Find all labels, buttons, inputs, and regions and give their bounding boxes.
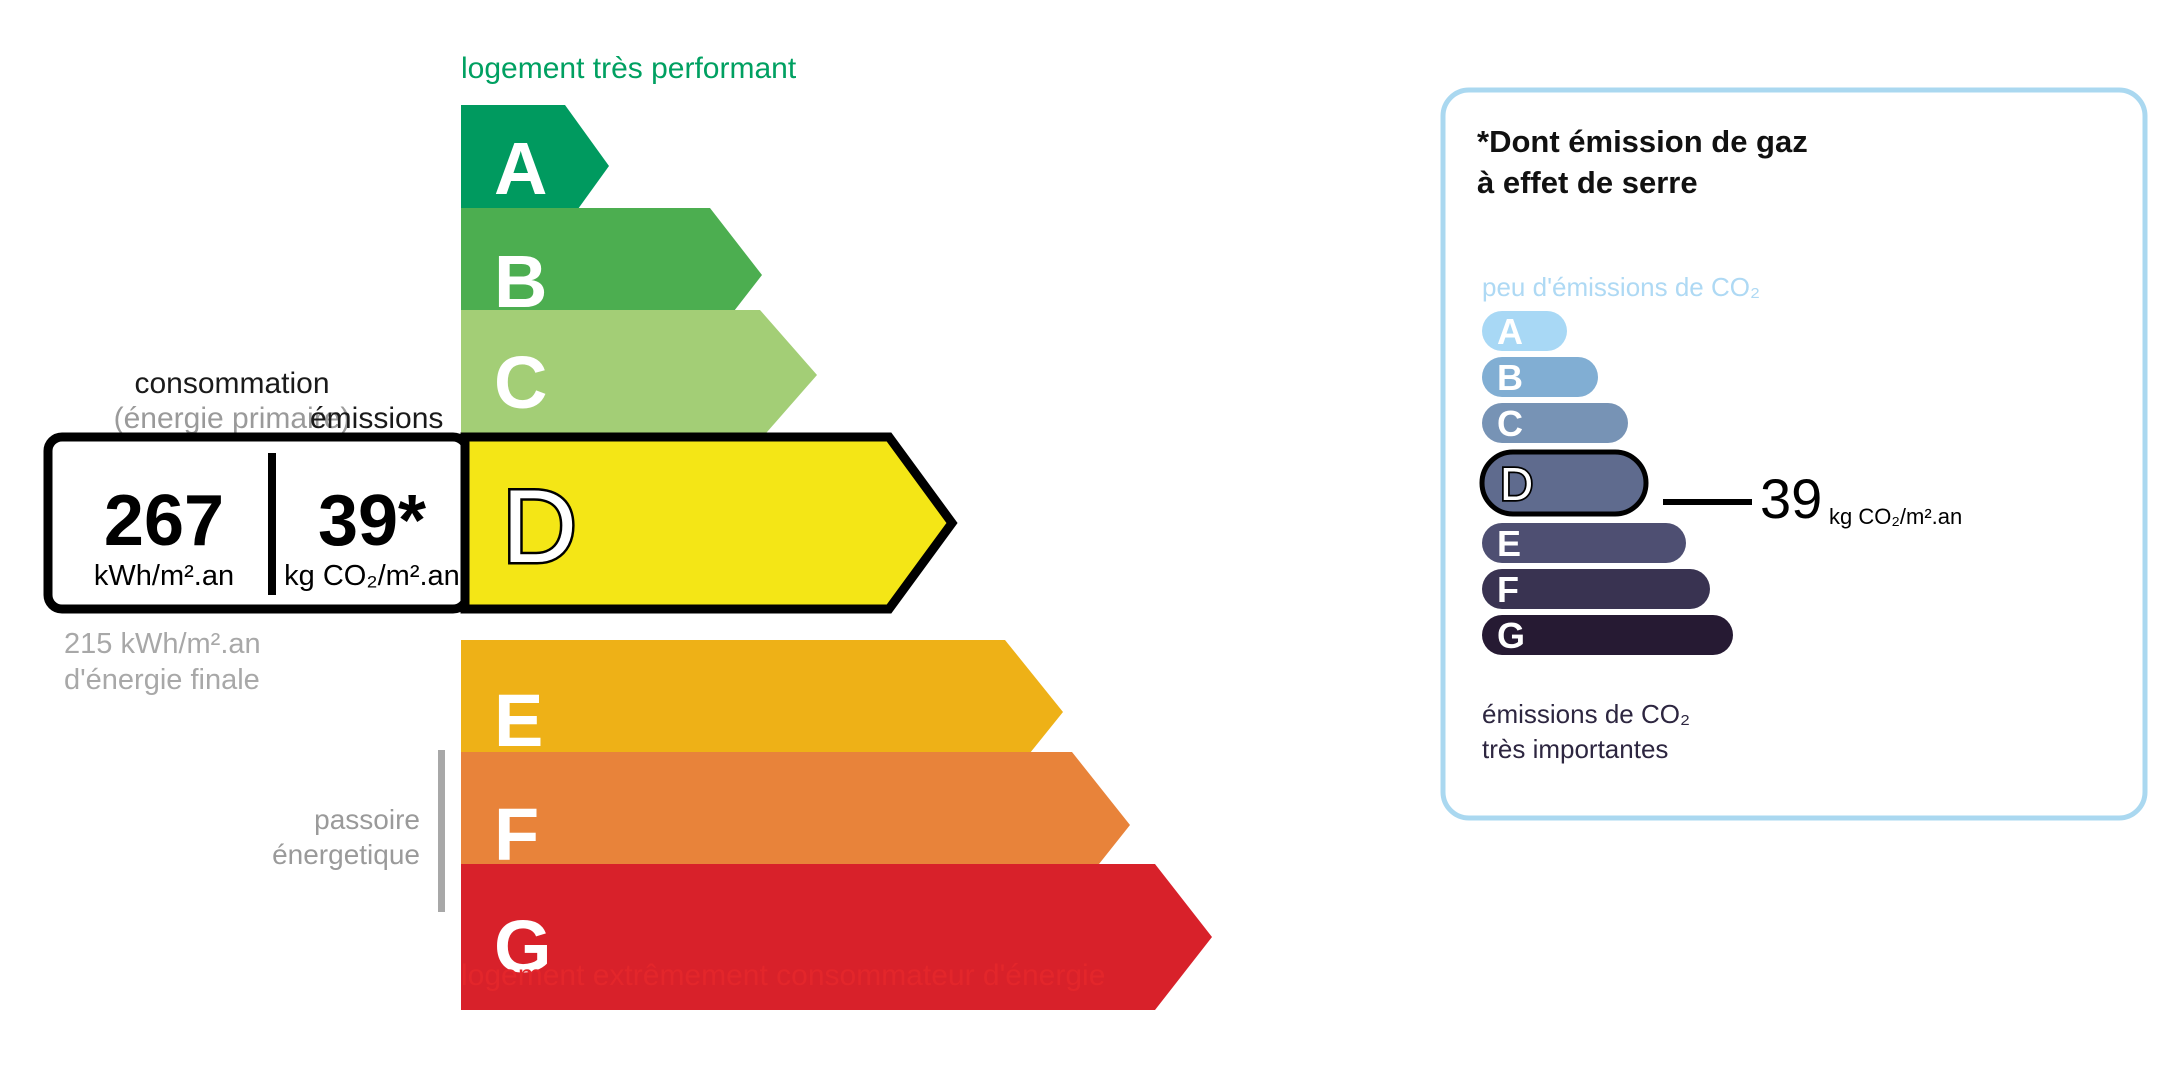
energy-letter-f: F (494, 793, 539, 876)
energy-letter-d: D (502, 469, 577, 585)
co2-bar-row-g[interactable]: G (1482, 615, 1733, 656)
co2-bar-a (1482, 311, 1567, 351)
co2-bar-row-c[interactable]: C (1482, 403, 1628, 444)
co2-bottom-label-line1: émissions de CO₂ (1482, 699, 1690, 729)
energy-arrow-d (460, 432, 958, 614)
co2-top-label: peu d'émissions de CO₂ (1482, 272, 1760, 302)
emissions-unit: kg CO₂/m².an (284, 560, 460, 592)
co2-callout-value: 39 (1760, 467, 1822, 530)
co2-panel-title-line2: à effet de serre (1477, 165, 1698, 200)
co2-bar-c (1482, 403, 1628, 443)
energy-row-b[interactable]: B (461, 208, 762, 342)
co2-bar-b (1482, 357, 1598, 397)
co2-letter-g: G (1497, 615, 1525, 656)
energy-row-d-selected[interactable]: D (460, 432, 958, 614)
energy-letter-g: G (494, 905, 552, 988)
final-energy-line2: d'énergie finale (64, 664, 260, 696)
co2-letter-e: E (1497, 523, 1521, 564)
energy-arrow-e (461, 640, 1063, 784)
co2-panel: *Dont émission de gaz à effet de serre p… (1440, 87, 2148, 821)
co2-callout-leader-line (1663, 499, 1752, 505)
co2-bar-g (1482, 615, 1733, 655)
energy-letter-b: B (494, 240, 547, 323)
co2-bar-row-b[interactable]: B (1482, 357, 1598, 398)
passoire-label-line1: passoire (314, 804, 420, 835)
energy-row-c[interactable]: C (461, 310, 817, 440)
co2-bar-row-f[interactable]: F (1482, 569, 1710, 610)
emissions-value: 39* (318, 481, 426, 561)
emissions-header: émissions (310, 402, 443, 435)
co2-callout-unit: kg CO₂/m².an (1829, 504, 1962, 529)
co2-bar-f (1482, 569, 1710, 609)
co2-bar-row-e[interactable]: E (1482, 523, 1686, 564)
co2-letter-d: D (1500, 458, 1533, 510)
value-box-group: consommation (énergie primaire) émission… (43, 367, 472, 696)
consumption-unit: kWh/m².an (94, 560, 234, 592)
energy-letter-e: E (494, 679, 543, 762)
co2-panel-title-line1: *Dont émission de gaz (1477, 124, 1808, 159)
co2-bottom-label-line2: très importantes (1482, 734, 1668, 764)
energy-row-e[interactable]: E (461, 640, 1063, 784)
energy-letter-c: C (494, 341, 547, 424)
energy-arrow-a (461, 105, 609, 227)
co2-letter-b: B (1497, 357, 1523, 398)
co2-letter-a: A (1497, 311, 1523, 352)
energy-row-a[interactable]: A (461, 105, 609, 227)
passoire-label-line2: énergetique (272, 839, 420, 870)
co2-letter-f: F (1497, 569, 1519, 610)
energy-row-g[interactable]: G (461, 864, 1212, 1010)
final-energy-line1: 215 kWh/m².an (64, 628, 261, 660)
energy-arrow-f (461, 752, 1130, 898)
co2-bar-row-a[interactable]: A (1482, 311, 1567, 352)
co2-bar-e (1482, 523, 1686, 563)
passoire-bar (438, 750, 445, 912)
energy-scale-bottom-label: logement extrêmement consommateur d'éner… (461, 959, 1105, 992)
consumption-header-line2: (énergie primaire) (114, 402, 351, 435)
energy-letter-a: A (494, 127, 547, 210)
energy-arrow-g (461, 864, 1212, 1010)
co2-letter-c: C (1497, 403, 1523, 444)
consumption-value: 267 (104, 481, 224, 561)
value-box-divider (268, 453, 276, 595)
co2-bar-row-d-selected[interactable]: D 39 kg CO₂/m².an (1479, 449, 1962, 530)
passoire-energetique-marker: passoire énergetique (272, 750, 445, 912)
energy-arrow-c (461, 310, 817, 440)
co2-bar-d (1479, 449, 1649, 517)
energy-row-f[interactable]: F (461, 752, 1130, 898)
consumption-header-line1: consommation (134, 367, 329, 400)
energy-scale-top-label: logement très performant (461, 52, 797, 85)
energy-arrow-b (461, 208, 762, 342)
energy-scale: logement très performant A B C E (272, 52, 1212, 1010)
